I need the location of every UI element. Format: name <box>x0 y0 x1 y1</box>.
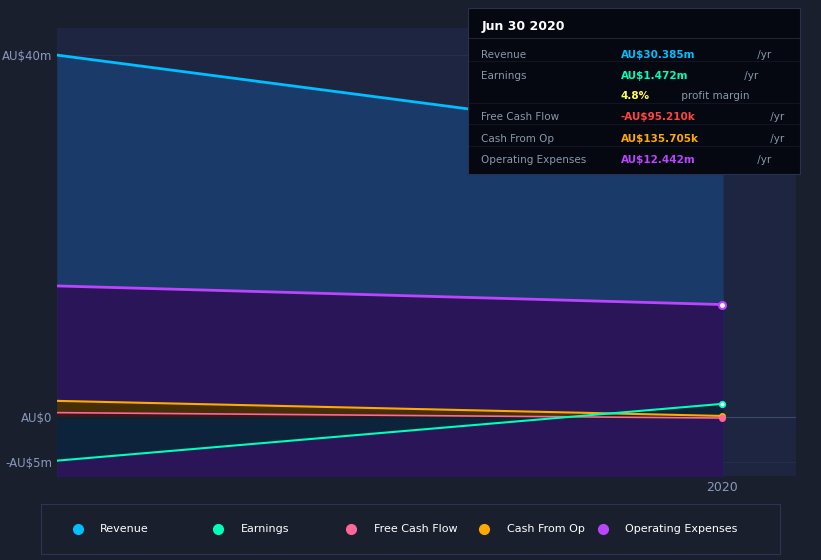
Text: /yr: /yr <box>767 134 784 144</box>
Text: 4.8%: 4.8% <box>621 91 650 101</box>
Text: AU$135.705k: AU$135.705k <box>621 134 699 144</box>
Text: /yr: /yr <box>754 155 771 165</box>
Text: Earnings: Earnings <box>481 71 527 81</box>
Text: /yr: /yr <box>741 71 759 81</box>
Text: Earnings: Earnings <box>241 524 289 534</box>
Text: Free Cash Flow: Free Cash Flow <box>374 524 457 534</box>
Text: AU$1.472m: AU$1.472m <box>621 71 689 81</box>
Text: AU$12.442m: AU$12.442m <box>621 155 695 165</box>
Text: profit margin: profit margin <box>678 91 750 101</box>
Text: Operating Expenses: Operating Expenses <box>481 155 586 165</box>
Text: AU$30.385m: AU$30.385m <box>621 50 695 60</box>
Text: Jun 30 2020: Jun 30 2020 <box>481 20 565 33</box>
Text: /yr: /yr <box>754 50 771 60</box>
Text: Cash From Op: Cash From Op <box>481 134 554 144</box>
Text: -AU$95.210k: -AU$95.210k <box>621 113 695 123</box>
Text: Revenue: Revenue <box>481 50 526 60</box>
Text: Revenue: Revenue <box>100 524 149 534</box>
Text: Cash From Op: Cash From Op <box>507 524 585 534</box>
Text: /yr: /yr <box>767 113 784 123</box>
Text: Operating Expenses: Operating Expenses <box>625 524 737 534</box>
Text: Free Cash Flow: Free Cash Flow <box>481 113 559 123</box>
